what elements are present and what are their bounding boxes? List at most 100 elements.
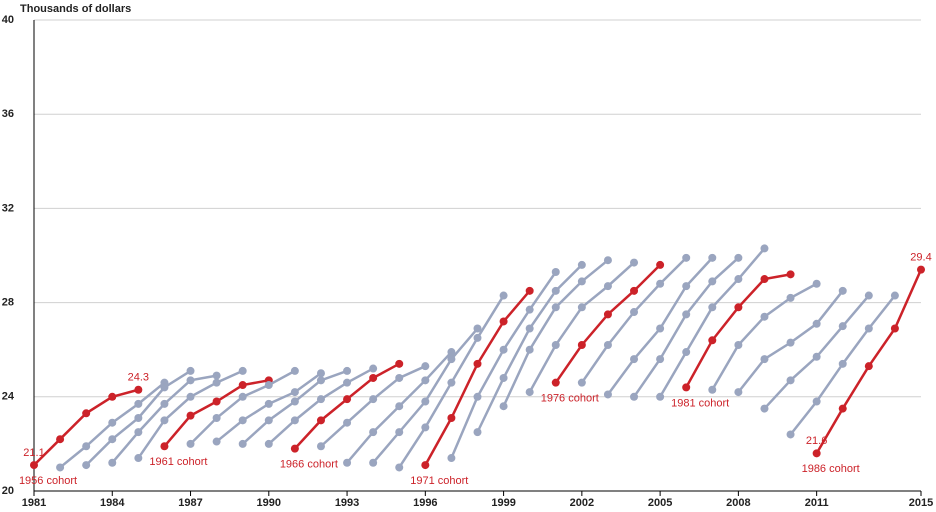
cohort-label: 1986 cohort xyxy=(802,463,860,475)
data-point xyxy=(577,340,586,349)
y-tick-label: 40 xyxy=(2,14,14,26)
data-point xyxy=(812,279,821,288)
data-point xyxy=(525,345,534,354)
data-point xyxy=(864,362,873,371)
data-point xyxy=(890,291,899,300)
data-point xyxy=(108,458,117,467)
data-point xyxy=(395,463,404,472)
x-tick-label: 1987 xyxy=(178,497,202,509)
data-point xyxy=(134,385,143,394)
x-tick-label: 1999 xyxy=(491,497,515,509)
data-point xyxy=(786,293,795,302)
data-point xyxy=(838,286,847,295)
data-point xyxy=(395,359,404,368)
data-point xyxy=(421,362,430,371)
data-point xyxy=(212,437,221,446)
data-point xyxy=(734,275,743,284)
data-point xyxy=(369,458,378,467)
data-point xyxy=(316,376,325,385)
data-point xyxy=(160,442,169,451)
x-tick-label: 1981 xyxy=(22,497,46,509)
data-point xyxy=(473,392,482,401)
data-point xyxy=(343,378,352,387)
data-point xyxy=(656,355,665,364)
data-point xyxy=(290,416,299,425)
cohort-label: 1971 cohort xyxy=(410,475,468,487)
data-point xyxy=(656,279,665,288)
data-point xyxy=(760,312,769,321)
data-label: 29.4 xyxy=(910,252,931,264)
data-point xyxy=(108,418,117,427)
cohort-label: 1961 cohort xyxy=(149,456,207,468)
data-point xyxy=(734,388,743,397)
data-point xyxy=(525,388,534,397)
data-point xyxy=(186,392,195,401)
data-point xyxy=(369,373,378,382)
data-point xyxy=(760,355,769,364)
data-point xyxy=(890,324,899,333)
data-point xyxy=(343,418,352,427)
data-point xyxy=(708,253,717,262)
data-point xyxy=(343,395,352,404)
data-point xyxy=(238,439,247,448)
data-point xyxy=(134,399,143,408)
data-point xyxy=(82,409,91,418)
data-label: 21.6 xyxy=(806,435,827,447)
data-point xyxy=(603,282,612,291)
data-point xyxy=(238,392,247,401)
y-tick-label: 24 xyxy=(2,391,15,403)
data-point xyxy=(264,381,273,390)
data-point xyxy=(603,256,612,265)
data-point xyxy=(316,416,325,425)
y-tick-label: 32 xyxy=(2,202,14,214)
x-tick-label: 2015 xyxy=(909,497,933,509)
data-label: 21.1 xyxy=(23,447,44,459)
data-point xyxy=(630,392,639,401)
data-point xyxy=(134,413,143,422)
data-point xyxy=(656,260,665,269)
x-tick-label: 2008 xyxy=(726,497,750,509)
data-point xyxy=(499,317,508,326)
data-point xyxy=(395,428,404,437)
data-point xyxy=(238,416,247,425)
data-point xyxy=(838,404,847,413)
data-label: 24.3 xyxy=(128,372,149,384)
data-point xyxy=(525,305,534,314)
data-point xyxy=(734,303,743,312)
data-point xyxy=(56,463,65,472)
data-point xyxy=(630,286,639,295)
data-point xyxy=(473,324,482,333)
data-point xyxy=(864,291,873,300)
data-point xyxy=(499,345,508,354)
data-point xyxy=(630,355,639,364)
y-tick-label: 20 xyxy=(2,485,14,497)
data-point xyxy=(499,402,508,411)
y-tick-label: 36 xyxy=(2,108,14,120)
data-point xyxy=(134,454,143,463)
x-tick-label: 1996 xyxy=(413,497,437,509)
data-point xyxy=(577,378,586,387)
data-point xyxy=(316,369,325,378)
data-point xyxy=(656,392,665,401)
data-point xyxy=(108,435,117,444)
data-point xyxy=(708,385,717,394)
cohort-label: 1976 cohort xyxy=(541,393,599,405)
data-point xyxy=(186,439,195,448)
data-point xyxy=(656,324,665,333)
data-point xyxy=(499,291,508,300)
data-point xyxy=(812,352,821,361)
data-point xyxy=(473,333,482,342)
data-point xyxy=(264,416,273,425)
data-point xyxy=(186,376,195,385)
data-point xyxy=(760,275,769,284)
data-point xyxy=(577,303,586,312)
data-point xyxy=(551,303,560,312)
data-point xyxy=(473,428,482,437)
data-point xyxy=(603,390,612,399)
data-point xyxy=(134,428,143,437)
data-point xyxy=(316,395,325,404)
data-point xyxy=(421,461,430,470)
data-point xyxy=(238,366,247,375)
data-point xyxy=(525,324,534,333)
